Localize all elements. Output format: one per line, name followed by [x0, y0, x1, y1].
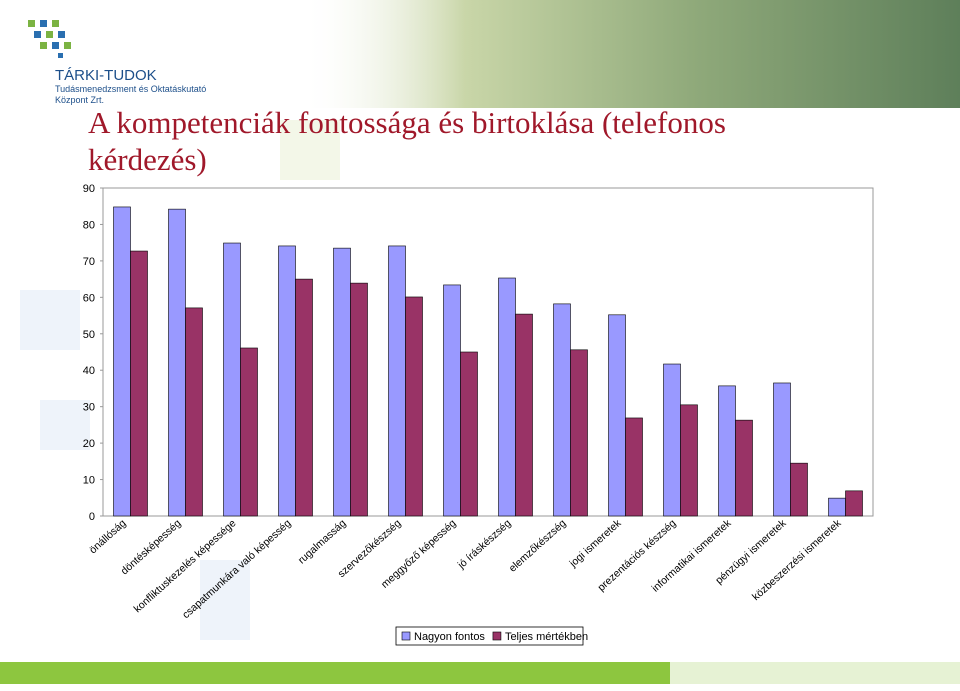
- legend-swatch: [492, 631, 502, 641]
- bar: [278, 245, 296, 517]
- legend-label: Nagyon fontos: [414, 631, 485, 643]
- x-tick-label: jó íráskészség: [455, 517, 514, 572]
- bar: [845, 490, 863, 517]
- y-tick-label: 20: [83, 438, 95, 450]
- bar: [608, 314, 626, 517]
- bar: [443, 284, 461, 517]
- bar: [625, 417, 643, 517]
- bar: [790, 462, 808, 517]
- header-photo: [300, 0, 960, 108]
- logo-title: TÁRKI-TUDOK: [55, 67, 157, 84]
- bar: [168, 208, 186, 517]
- bar: [240, 347, 258, 517]
- bar: [498, 277, 516, 517]
- footer-bar: [0, 662, 670, 684]
- y-tick-label: 40: [83, 365, 95, 377]
- chart-title: kérdezés): [88, 142, 207, 177]
- logo-mark: [28, 20, 71, 58]
- bar: [388, 245, 406, 517]
- bar: [295, 278, 313, 517]
- bar: [405, 296, 423, 517]
- bar: [460, 351, 478, 517]
- decor: [20, 120, 340, 640]
- plot-area: [102, 187, 874, 517]
- bar: [185, 307, 203, 517]
- y-tick-label: 50: [83, 329, 95, 341]
- bar: [680, 404, 698, 517]
- y-tick-label: 90: [83, 183, 95, 195]
- y-tick-label: 10: [83, 475, 95, 487]
- x-tick-label: önállóság: [87, 517, 129, 556]
- y-tick-label: 0: [89, 511, 95, 523]
- legend-label: Teljes mértékben: [505, 631, 588, 643]
- bar: [828, 497, 846, 517]
- x-tick-label: közbeszerzési ismeretek: [750, 517, 844, 603]
- chart-title: A kompetenciák fontossága és birtoklása …: [88, 105, 726, 140]
- x-tick-label: jogi ismeretek: [567, 517, 624, 570]
- x-tick-label: rugalmasság: [296, 517, 349, 566]
- bar: [570, 349, 588, 517]
- y-tick-label: 70: [83, 256, 95, 268]
- bar: [553, 303, 571, 517]
- bar: [773, 382, 791, 517]
- y-tick-label: 30: [83, 402, 95, 414]
- legend-swatch: [401, 631, 411, 641]
- y-tick-label: 80: [83, 219, 95, 231]
- footer-bar: [670, 662, 960, 684]
- bar: [223, 242, 241, 517]
- legend-box: [395, 626, 584, 646]
- bar: [333, 247, 351, 517]
- bar: [735, 419, 753, 517]
- bar: [350, 282, 368, 517]
- bar: [663, 363, 681, 517]
- bar: [515, 313, 533, 517]
- bar: [130, 250, 148, 517]
- logo-subtitle: Központ Zrt.: [55, 95, 104, 105]
- bar: [718, 385, 736, 517]
- x-tick-label: elemzőkészség: [507, 517, 569, 574]
- y-tick-label: 60: [83, 292, 95, 304]
- logo-subtitle: Tudásmenedzsment és Oktatáskutató: [55, 84, 206, 94]
- bar: [113, 206, 131, 517]
